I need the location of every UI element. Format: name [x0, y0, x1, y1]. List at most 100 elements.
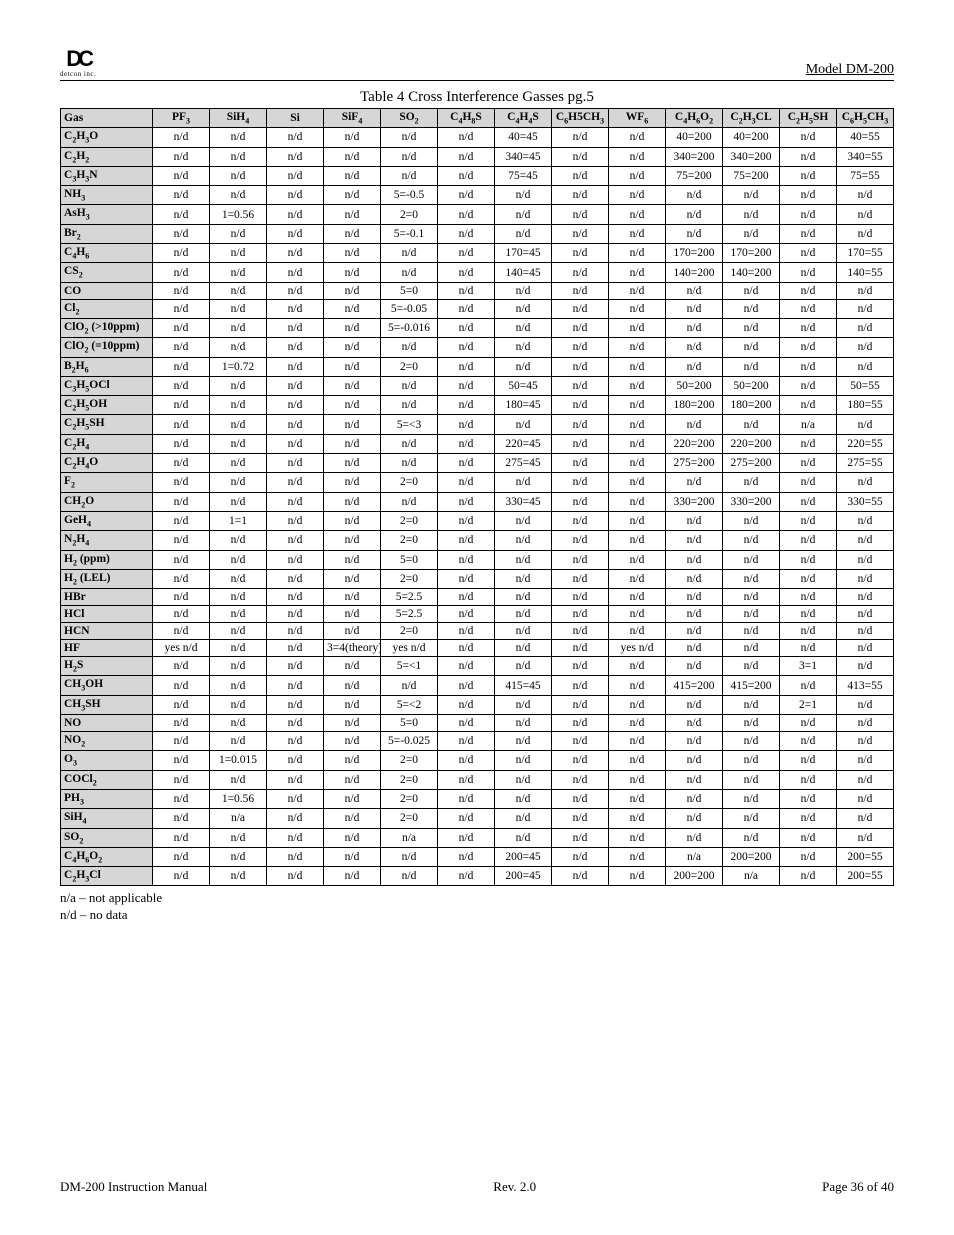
cell: 1=0.56 — [210, 789, 267, 808]
col-header: PF3 — [153, 109, 210, 128]
cell: n/d — [324, 828, 381, 847]
cell: n/d — [267, 847, 324, 866]
cell: n/d — [666, 473, 723, 492]
cell: 5=<2 — [381, 695, 438, 714]
cell: n/d — [723, 732, 780, 751]
cell: n/d — [837, 550, 894, 569]
cell: n/d — [723, 338, 780, 357]
cell: 5=-0.025 — [381, 732, 438, 751]
cell: 140=200 — [666, 263, 723, 282]
cell: n/d — [210, 715, 267, 732]
cell: n/d — [324, 492, 381, 511]
cell: 5=-0.016 — [381, 318, 438, 337]
table-row: H2Sn/dn/dn/dn/d5=<1n/dn/dn/dn/dn/dn/d3=1… — [61, 657, 894, 676]
cell: n/d — [153, 128, 210, 147]
cell: n/d — [780, 434, 837, 453]
cell: 220=45 — [495, 434, 552, 453]
cell: n/d — [609, 695, 666, 714]
cell: 5=2.5 — [381, 589, 438, 606]
col-header: C2H5SH — [780, 109, 837, 128]
table-row: CS2n/dn/dn/dn/dn/dn/d140=45n/dn/d140=200… — [61, 263, 894, 282]
cell: n/d — [837, 789, 894, 808]
cell: n/d — [780, 847, 837, 866]
interference-table: GasPF3SiH4SiSiF4SO2C4H8SC4H4SC6H5CH3WF6C… — [60, 108, 894, 886]
cell: n/d — [723, 205, 780, 224]
cell: n/d — [381, 676, 438, 695]
cell: n/d — [495, 751, 552, 770]
cell: n/d — [324, 809, 381, 828]
cell: n/d — [495, 415, 552, 434]
cell: n/d — [609, 473, 666, 492]
cell: n/d — [495, 589, 552, 606]
table-head: GasPF3SiH4SiSiF4SO2C4H8SC4H4SC6H5CH3WF6C… — [61, 109, 894, 128]
cell: n/d — [666, 657, 723, 676]
cell: n/d — [780, 147, 837, 166]
cell: n/d — [153, 263, 210, 282]
cell: n/d — [495, 715, 552, 732]
table-row: C2H3On/dn/dn/dn/dn/dn/d40=45n/dn/d40=200… — [61, 128, 894, 147]
table-row: B2H6n/d1=0.72n/dn/d2=0n/dn/dn/dn/dn/dn/d… — [61, 357, 894, 376]
cell: n/d — [153, 205, 210, 224]
cell: n/d — [324, 299, 381, 318]
cell: n/d — [324, 454, 381, 473]
cell: n/d — [153, 657, 210, 676]
cell: n/d — [837, 569, 894, 588]
cell: n/d — [495, 606, 552, 623]
row-label: O3 — [61, 751, 153, 770]
cell: n/d — [780, 357, 837, 376]
cell: n/d — [495, 318, 552, 337]
cell: n/d — [210, 847, 267, 866]
cell: n/d — [837, 640, 894, 657]
cell: n/d — [210, 282, 267, 299]
row-label: C2H3O — [61, 128, 153, 147]
cell: n/d — [153, 244, 210, 263]
cell: n/d — [780, 128, 837, 147]
cell: 330=45 — [495, 492, 552, 511]
cell: n/d — [153, 828, 210, 847]
cell: n/d — [438, 751, 495, 770]
cell: n/d — [324, 531, 381, 550]
cell: n/d — [438, 867, 495, 886]
cell: n/d — [723, 640, 780, 657]
cell: n/d — [837, 357, 894, 376]
row-label: SiH4 — [61, 809, 153, 828]
cell: n/d — [153, 809, 210, 828]
cell: n/d — [837, 695, 894, 714]
cell: n/d — [324, 676, 381, 695]
table-row: HBrn/dn/dn/dn/d5=2.5n/dn/dn/dn/dn/dn/dn/… — [61, 589, 894, 606]
cell: n/d — [324, 147, 381, 166]
cell: n/d — [495, 550, 552, 569]
cell: n/d — [837, 205, 894, 224]
cell: n/d — [438, 531, 495, 550]
cell: n/d — [780, 376, 837, 395]
cell: n/d — [723, 606, 780, 623]
cell: n/d — [552, 357, 609, 376]
cell: n/d — [666, 828, 723, 847]
cell: n/d — [267, 640, 324, 657]
cell: n/d — [837, 338, 894, 357]
cell: n/d — [495, 623, 552, 640]
cell: n/d — [438, 473, 495, 492]
cell: n/d — [552, 867, 609, 886]
table-row: N2H4n/dn/dn/dn/d2=0n/dn/dn/dn/dn/dn/dn/d… — [61, 531, 894, 550]
cell: n/a — [666, 847, 723, 866]
cell: n/d — [495, 569, 552, 588]
cell: n/d — [780, 318, 837, 337]
table-row: SiH4n/dn/an/dn/d2=0n/dn/dn/dn/dn/dn/dn/d… — [61, 809, 894, 828]
cell: n/d — [210, 454, 267, 473]
cell: n/d — [780, 640, 837, 657]
cell: n/d — [210, 186, 267, 205]
cell: n/d — [495, 473, 552, 492]
cell: n/d — [552, 640, 609, 657]
cell: n/d — [666, 318, 723, 337]
cell: 5=-0.1 — [381, 224, 438, 243]
cell: n/d — [552, 205, 609, 224]
cell: n/d — [267, 770, 324, 789]
cell: n/d — [723, 299, 780, 318]
cell: n/a — [210, 809, 267, 828]
cell: 220=200 — [723, 434, 780, 453]
cell: n/d — [210, 867, 267, 886]
cell: n/d — [267, 186, 324, 205]
cell: n/d — [495, 205, 552, 224]
cell: 1=1 — [210, 511, 267, 530]
